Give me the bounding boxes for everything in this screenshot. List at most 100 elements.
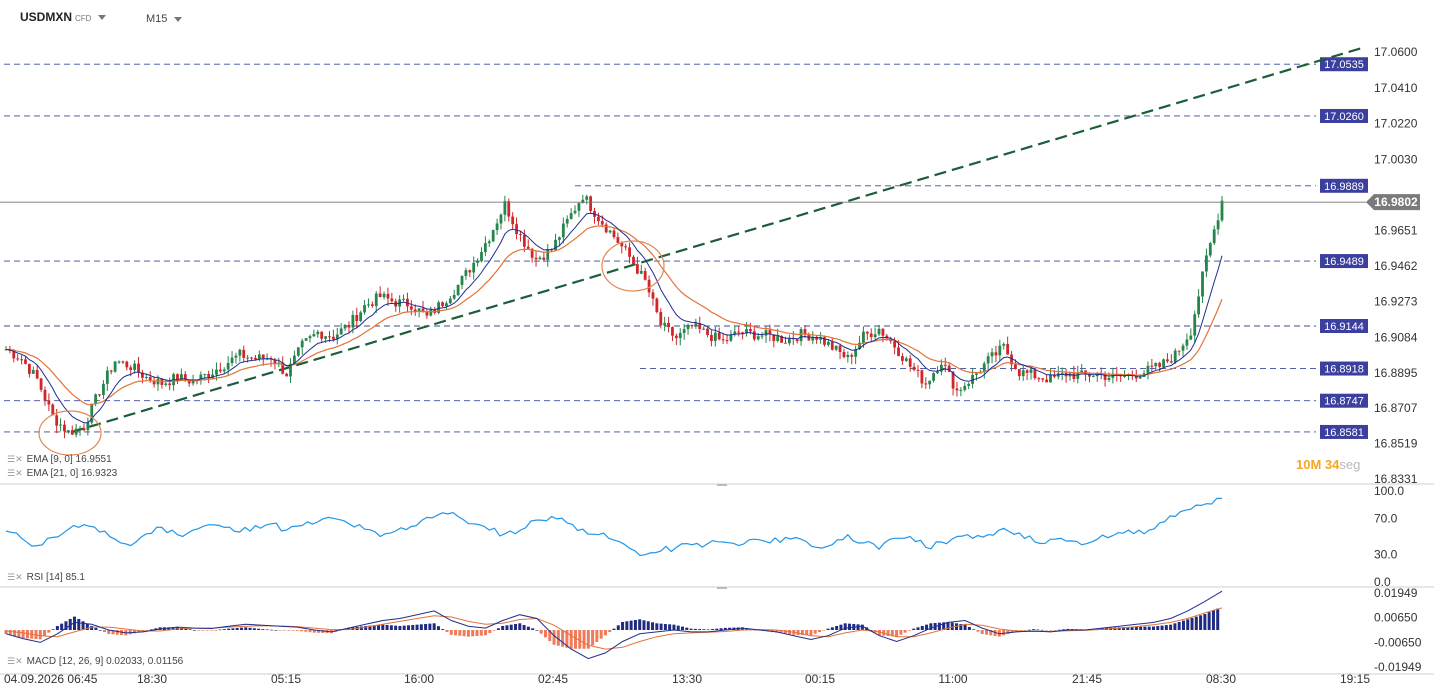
- candle: [546, 244, 550, 267]
- candle: [109, 369, 113, 375]
- candle-body: [152, 380, 156, 385]
- candle: [1080, 364, 1084, 374]
- candle: [1169, 354, 1173, 364]
- candle: [511, 212, 515, 230]
- settings-close-icon[interactable]: ☰✕: [7, 656, 23, 666]
- candle-body: [1205, 255, 1208, 272]
- candle-body: [729, 334, 733, 341]
- macd-hist-bar: [599, 630, 603, 639]
- ema21-legend[interactable]: ☰✕ EMA [21, 0] 16.9323: [7, 468, 118, 479]
- candle: [113, 360, 117, 373]
- candle: [971, 368, 974, 389]
- time-tick-label: 02:45: [538, 672, 568, 686]
- price-tick-label: 16.9651: [1374, 224, 1418, 238]
- candle: [998, 339, 1002, 362]
- symbol-selector[interactable]: USDMXN CFD: [20, 10, 107, 24]
- settings-close-icon[interactable]: ☰✕: [7, 454, 23, 464]
- macd-hist-bar: [942, 622, 946, 630]
- macd-hist-bar: [638, 619, 642, 630]
- candle-body: [975, 373, 978, 375]
- candle: [269, 356, 273, 367]
- candle: [343, 324, 347, 331]
- macd-hist-bar: [278, 630, 282, 631]
- macd-hist-bar: [912, 628, 916, 630]
- candle-body: [355, 315, 359, 322]
- macd-legend[interactable]: ☰✕ MACD [12, 26, 9] 0.02033, 0.01156: [7, 656, 184, 667]
- macd-hist-bar: [1190, 617, 1194, 630]
- candle-body: [308, 336, 312, 339]
- candle: [218, 362, 222, 374]
- pane-resize-handle[interactable]: [717, 484, 727, 486]
- candle: [433, 306, 437, 315]
- level-label: 16.8918: [1324, 364, 1364, 376]
- candle-body: [643, 270, 647, 280]
- candle-body: [694, 323, 698, 327]
- candle-body: [745, 329, 748, 334]
- candle: [593, 207, 596, 224]
- candle-body: [893, 341, 897, 348]
- macd-hist-bar: [989, 630, 993, 636]
- candle-body: [799, 329, 803, 342]
- candle: [448, 295, 452, 305]
- level-label-bg: [1320, 424, 1368, 439]
- ema9-legend[interactable]: ☰✕ EMA [9, 0] 16.9551: [7, 454, 112, 465]
- candle-body: [690, 324, 694, 327]
- macd-hist-bar: [985, 630, 989, 635]
- candle-body: [768, 330, 772, 335]
- macd-hist-bar: [895, 630, 899, 637]
- rsi-legend[interactable]: ☰✕ RSI [14] 85.1: [7, 572, 85, 583]
- candle-body: [1010, 354, 1013, 365]
- candle: [285, 372, 289, 377]
- candle: [1146, 361, 1150, 380]
- symbol-type: CFD: [75, 14, 92, 23]
- settings-close-icon[interactable]: ☰✕: [7, 572, 23, 582]
- macd-hist-bar: [1032, 629, 1036, 630]
- candle: [480, 247, 483, 263]
- timeframe-selector[interactable]: M15: [146, 13, 183, 25]
- candle: [667, 316, 670, 333]
- candle-body: [47, 400, 51, 405]
- candle-body: [63, 424, 66, 432]
- macd-hist-bar: [565, 630, 569, 648]
- candle-body: [741, 332, 745, 334]
- candle: [367, 298, 370, 308]
- level-label-bg: [1320, 178, 1368, 193]
- candle-body: [168, 383, 172, 386]
- candle-body: [211, 374, 214, 378]
- candle-body: [331, 336, 335, 340]
- annotation-circle: [601, 240, 665, 292]
- settings-close-icon[interactable]: ☰✕: [7, 468, 23, 478]
- candle: [207, 370, 211, 384]
- macd-hist-bar: [1044, 630, 1048, 631]
- candle: [772, 334, 776, 348]
- candle: [1088, 372, 1091, 383]
- candle-body: [460, 275, 464, 285]
- macd-hist-bar: [967, 626, 971, 630]
- candle: [117, 360, 121, 365]
- candle-body: [725, 340, 729, 342]
- candle: [31, 366, 35, 374]
- candle-body: [612, 230, 616, 238]
- candle: [1185, 333, 1189, 350]
- candle-body: [967, 383, 971, 386]
- macd-hist-bar: [518, 623, 522, 630]
- candle-body: [421, 308, 425, 312]
- candle: [1154, 362, 1158, 370]
- macd-hist-bar: [389, 625, 393, 630]
- pane-resize-handle[interactable]: [717, 587, 727, 589]
- candle: [721, 332, 725, 344]
- macd-hist-bar: [1177, 621, 1181, 630]
- candle: [417, 308, 421, 318]
- candle: [160, 377, 164, 389]
- macd-hist-bar: [839, 624, 843, 630]
- macd-hist-bar: [94, 627, 98, 630]
- candle-body: [1123, 375, 1126, 377]
- macd-hist-bar: [869, 630, 873, 631]
- candle-body: [464, 270, 468, 276]
- macd-hist-bar: [976, 630, 980, 632]
- macd-hist-bar: [475, 630, 479, 637]
- macd-hist-bar: [501, 625, 505, 630]
- candle-body: [70, 430, 74, 435]
